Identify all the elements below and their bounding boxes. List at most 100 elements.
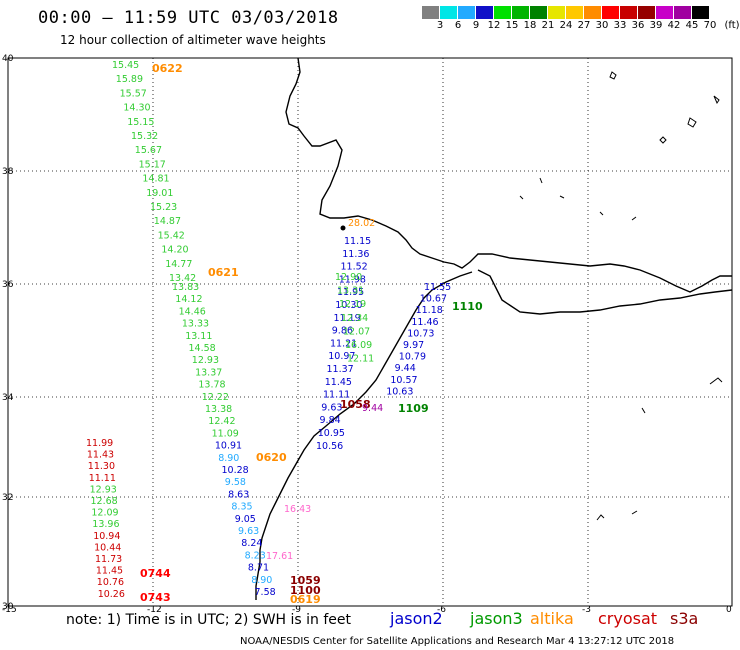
wave-height-value: 10.97 — [328, 351, 355, 362]
wave-height-value: 8.90 — [218, 453, 239, 464]
wave-height-value: 10.26 — [98, 589, 125, 600]
pass-time-label: 0744 — [140, 567, 171, 580]
wave-height-value: 11.18 — [416, 305, 443, 316]
legend-jason3: jason3 — [470, 609, 523, 628]
wave-height-value: 15.45 — [112, 60, 139, 71]
wave-height-value: 9.84 — [320, 415, 341, 426]
longitude-label: -12 — [147, 605, 162, 615]
coastline — [255, 57, 733, 600]
wave-height-value: 16.09 — [345, 340, 372, 351]
pass-time-label: 0620 — [256, 451, 287, 464]
scale-swatch — [638, 6, 656, 19]
scale-tick-label: 6 — [454, 20, 462, 31]
lat-lon-grid: 403836343230-15-12-9-6-30 — [2, 54, 733, 615]
track-jason2: 11.5510.6711.1811.4610.739.9710.799.4410… — [386, 282, 451, 415]
scale-tick-label: 70 — [703, 20, 717, 31]
wave-height-value: 13.33 — [182, 319, 209, 330]
wave-height-value: 12.93 — [192, 355, 219, 366]
wave-height-value: 11.55 — [424, 282, 451, 293]
pass-time-label: 1109 — [398, 402, 429, 415]
islands — [519, 71, 723, 521]
scale-swatch — [656, 6, 674, 19]
wave-height-value: 15.17 — [139, 159, 166, 170]
track-annotation: 1058 — [340, 398, 371, 411]
scale-tick-label: 33 — [613, 20, 627, 31]
wave-height-value: 12.68 — [91, 496, 118, 507]
scale-swatch — [512, 6, 530, 19]
wave-height-value: 11.52 — [341, 262, 368, 273]
wave-height-value: 9.86 — [332, 326, 353, 337]
wave-height-value: 12.09 — [91, 508, 118, 519]
wave-height-value: 12.34 — [341, 313, 368, 324]
scale-swatch — [458, 6, 476, 19]
latitude-label: 38 — [2, 167, 14, 177]
latitude-label: 30 — [2, 602, 14, 612]
scale-swatch — [692, 6, 710, 19]
wave-height-value: 15.57 — [120, 88, 147, 99]
legend-cryosat: cryosat — [598, 609, 658, 628]
wave-height-value: 11.43 — [87, 450, 114, 461]
pass-time-label: 0621 — [208, 266, 239, 279]
wave-height-value: 19.01 — [146, 188, 173, 199]
wave-height-value: 14.46 — [179, 306, 206, 317]
wave-height-value: 9.05 — [235, 514, 256, 525]
wave-height-value: 14.20 — [161, 245, 188, 256]
scale-swatch — [530, 6, 548, 19]
wave-height-value: 11.95 — [337, 287, 364, 298]
scale-tick-label: 45 — [685, 20, 699, 31]
wave-height-value: 9.63 — [238, 526, 259, 537]
color-scale-labels: 3 6 9 12 15 18 21 24 27 30 33 36 39 42 45 70 (ft) — [422, 20, 740, 32]
track-annotation: 17.61 — [266, 551, 293, 562]
scale-swatch — [422, 6, 440, 19]
scale-tick-label: 9 — [472, 20, 480, 31]
track-annotation: 1059 — [290, 574, 321, 587]
legend-jason2: jason2 — [390, 609, 443, 628]
wave-height-value: 13.31 — [337, 286, 364, 297]
wave-height-value: 12.22 — [202, 392, 229, 403]
map-subtitle: 12 hour collection of altimeter wave hei… — [60, 33, 326, 47]
latitude-label: 36 — [2, 280, 14, 290]
wave-height-value: 11.73 — [95, 554, 122, 565]
longitude-label: -9 — [292, 605, 301, 615]
wave-height-value: 8.35 — [231, 502, 252, 513]
wave-height-value: 14.81 — [142, 174, 169, 185]
scale-tick-label: 3 — [436, 20, 444, 31]
credit-line: NOAA/NESDIS Center for Satellite Applica… — [240, 636, 675, 647]
wave-height-value: 13.83 — [172, 282, 199, 293]
longitude-label: -3 — [582, 605, 591, 615]
wave-height-value: 12.42 — [208, 416, 235, 427]
wave-height-value: 14.58 — [189, 343, 216, 354]
scale-swatch — [566, 6, 584, 19]
wave-height-value: 10.94 — [93, 531, 120, 542]
wave-height-value: 11.99 — [86, 438, 113, 449]
wave-height-value: 13.96 — [92, 519, 119, 530]
wave-height-value: 10.79 — [399, 352, 426, 363]
wave-height-value: 13.11 — [185, 331, 212, 342]
longitude-label: -6 — [437, 605, 446, 615]
wave-height-value: 12.07 — [343, 326, 370, 337]
scale-tick-label: 24 — [559, 20, 573, 31]
track-jason3: 15.45 15.89 15.57 14.30 15.15 15.32 15.67 15.17… — [112, 60, 196, 284]
scale-tick-label: 42 — [667, 20, 681, 31]
scale-tick-label: (ft) — [724, 20, 740, 31]
scale-swatch — [440, 6, 458, 19]
wave-height-value: 11.46 — [411, 317, 438, 328]
wave-height-value: 14.87 — [154, 216, 181, 227]
track-point-marker — [340, 225, 346, 231]
wave-height-value: 12.93 — [90, 484, 117, 495]
track-jason3: 12.90 13.31 12.19 12.34 12.07 16.09 12.11 1110 — [335, 272, 483, 365]
wave-height-value: 11.30 — [88, 461, 115, 472]
wave-height-value: 13.42 — [169, 273, 196, 284]
wave-height-value: 8.23 — [245, 550, 266, 561]
track-annotation: 16.43 — [284, 504, 311, 515]
wave-height-value: 11.45 — [96, 566, 123, 577]
wave-height-value: 10.76 — [97, 577, 124, 588]
wave-height-value: 10.57 — [390, 375, 417, 386]
scale-swatch — [674, 6, 692, 19]
wave-height-value: 9.63 — [321, 402, 342, 413]
longitude-label: 0 — [726, 605, 732, 615]
wave-height-value: 15.23 — [150, 202, 177, 213]
wave-height-value: 9.58 — [225, 477, 246, 488]
